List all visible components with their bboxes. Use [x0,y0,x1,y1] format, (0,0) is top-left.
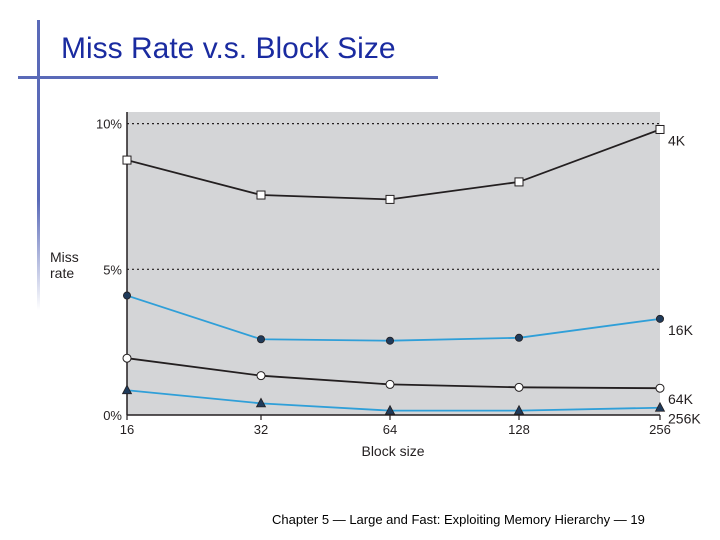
data-point [385,379,395,389]
data-point [655,124,665,134]
data-point [385,194,395,204]
slide-accent-vertical-bar [37,20,40,305]
x-tick-label: 128 [508,422,530,437]
data-point [122,155,132,165]
plot-background [127,112,660,415]
data-point [514,382,524,392]
data-point [256,371,266,381]
data-point [122,353,132,363]
series-label-4K: 4K [668,132,686,148]
x-tick-label: 64 [383,422,397,437]
slide-accent-horizontal-bar [18,76,438,79]
x-tick-label: 32 [254,422,268,437]
data-point [515,333,524,342]
data-point [384,404,396,415]
x-axis-label: Block size [361,443,424,459]
x-tick-label: 256 [649,422,671,437]
slide-footer: Chapter 5 — Large and Fast: Exploiting M… [272,512,645,527]
series-layer: 4K 16K 64K 256K [121,124,701,427]
series-256K: 256K [121,384,701,427]
data-point [513,404,525,415]
x-tick-label: 16 [120,422,134,437]
data-point [656,314,665,323]
miss-rate-chart: 0% 5% 10% 16 32 64 128 256 4K 16K 64K 256K Miss ra… [50,112,701,459]
y-axis-label-line1: Miss [50,249,79,265]
data-point [256,335,265,344]
data-point [123,291,132,300]
series-label-16K: 16K [668,322,694,338]
data-point [385,336,394,345]
series-16K: 16K [123,291,694,345]
data-point [655,383,665,393]
series-64K: 64K [122,353,694,407]
data-point [256,190,266,200]
series-4K: 4K [122,124,686,204]
slide-accent-vertical-fade [37,200,40,310]
data-point [654,401,666,412]
y-axis-label-line2: rate [50,265,74,281]
y-tick-label: 0% [103,408,122,423]
slide-title: Miss Rate v.s. Block Size [61,32,396,65]
y-tick-label: 5% [103,262,122,277]
axes: 0% 5% 10% 16 32 64 128 256 [96,112,671,437]
data-point [255,397,267,408]
grid-lines [127,123,660,270]
data-point [514,177,524,187]
series-label-256K: 256K [668,411,701,427]
y-tick-label: 10% [96,117,122,132]
series-label-64K: 64K [668,391,694,407]
data-point [121,384,133,395]
